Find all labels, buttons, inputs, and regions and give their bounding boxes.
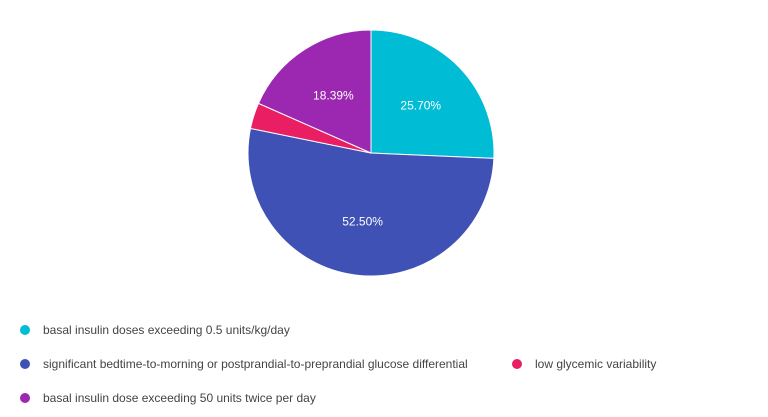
slice-basal-dose-per-kg[interactable] xyxy=(370,29,495,159)
legend-label: basal insulin dose exceeding 50 units tw… xyxy=(43,391,316,405)
legend-item-basal-dose-per-kg[interactable]: basal insulin doses exceeding 0.5 units/… xyxy=(20,323,290,337)
slice-glucose-differential[interactable] xyxy=(247,127,495,277)
legend-item-glucose-differential[interactable]: significant bedtime-to-morning or postpr… xyxy=(20,357,468,371)
slice-label-glucose-differential: 52.50% xyxy=(342,214,383,228)
legend-label: basal insulin doses exceeding 0.5 units/… xyxy=(43,323,290,337)
legend-item-low-glycemic-variability[interactable]: low glycemic variability xyxy=(512,357,656,371)
legend-marker-icon xyxy=(20,325,30,335)
legend-label: significant bedtime-to-morning or postpr… xyxy=(43,357,468,371)
legend-label: low glycemic variability xyxy=(535,357,657,371)
legend-item-basal-dose-50-units[interactable]: basal insulin dose exceeding 50 units tw… xyxy=(20,391,316,405)
legend-marker-icon xyxy=(512,359,522,369)
legend-marker-icon xyxy=(20,393,30,403)
slice-label-basal-dose-50-units: 18.39% xyxy=(313,88,354,102)
slice-label-basal-dose-per-kg: 25.70% xyxy=(400,98,441,112)
legend-marker-icon xyxy=(20,359,30,369)
slice-basal-dose-50-units[interactable] xyxy=(257,29,372,154)
